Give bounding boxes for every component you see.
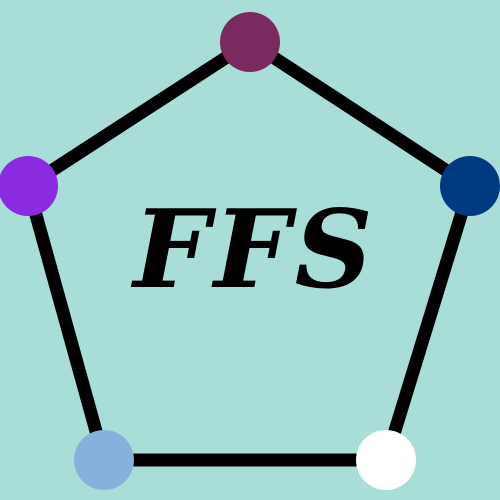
logo-text: FFS [130, 187, 376, 313]
node-bottom-left [74, 430, 134, 490]
node-right [440, 156, 500, 216]
node-left [0, 156, 58, 216]
node-top [220, 12, 280, 72]
node-bottom-right [356, 430, 416, 490]
pentagon-outline [20, 34, 478, 467]
